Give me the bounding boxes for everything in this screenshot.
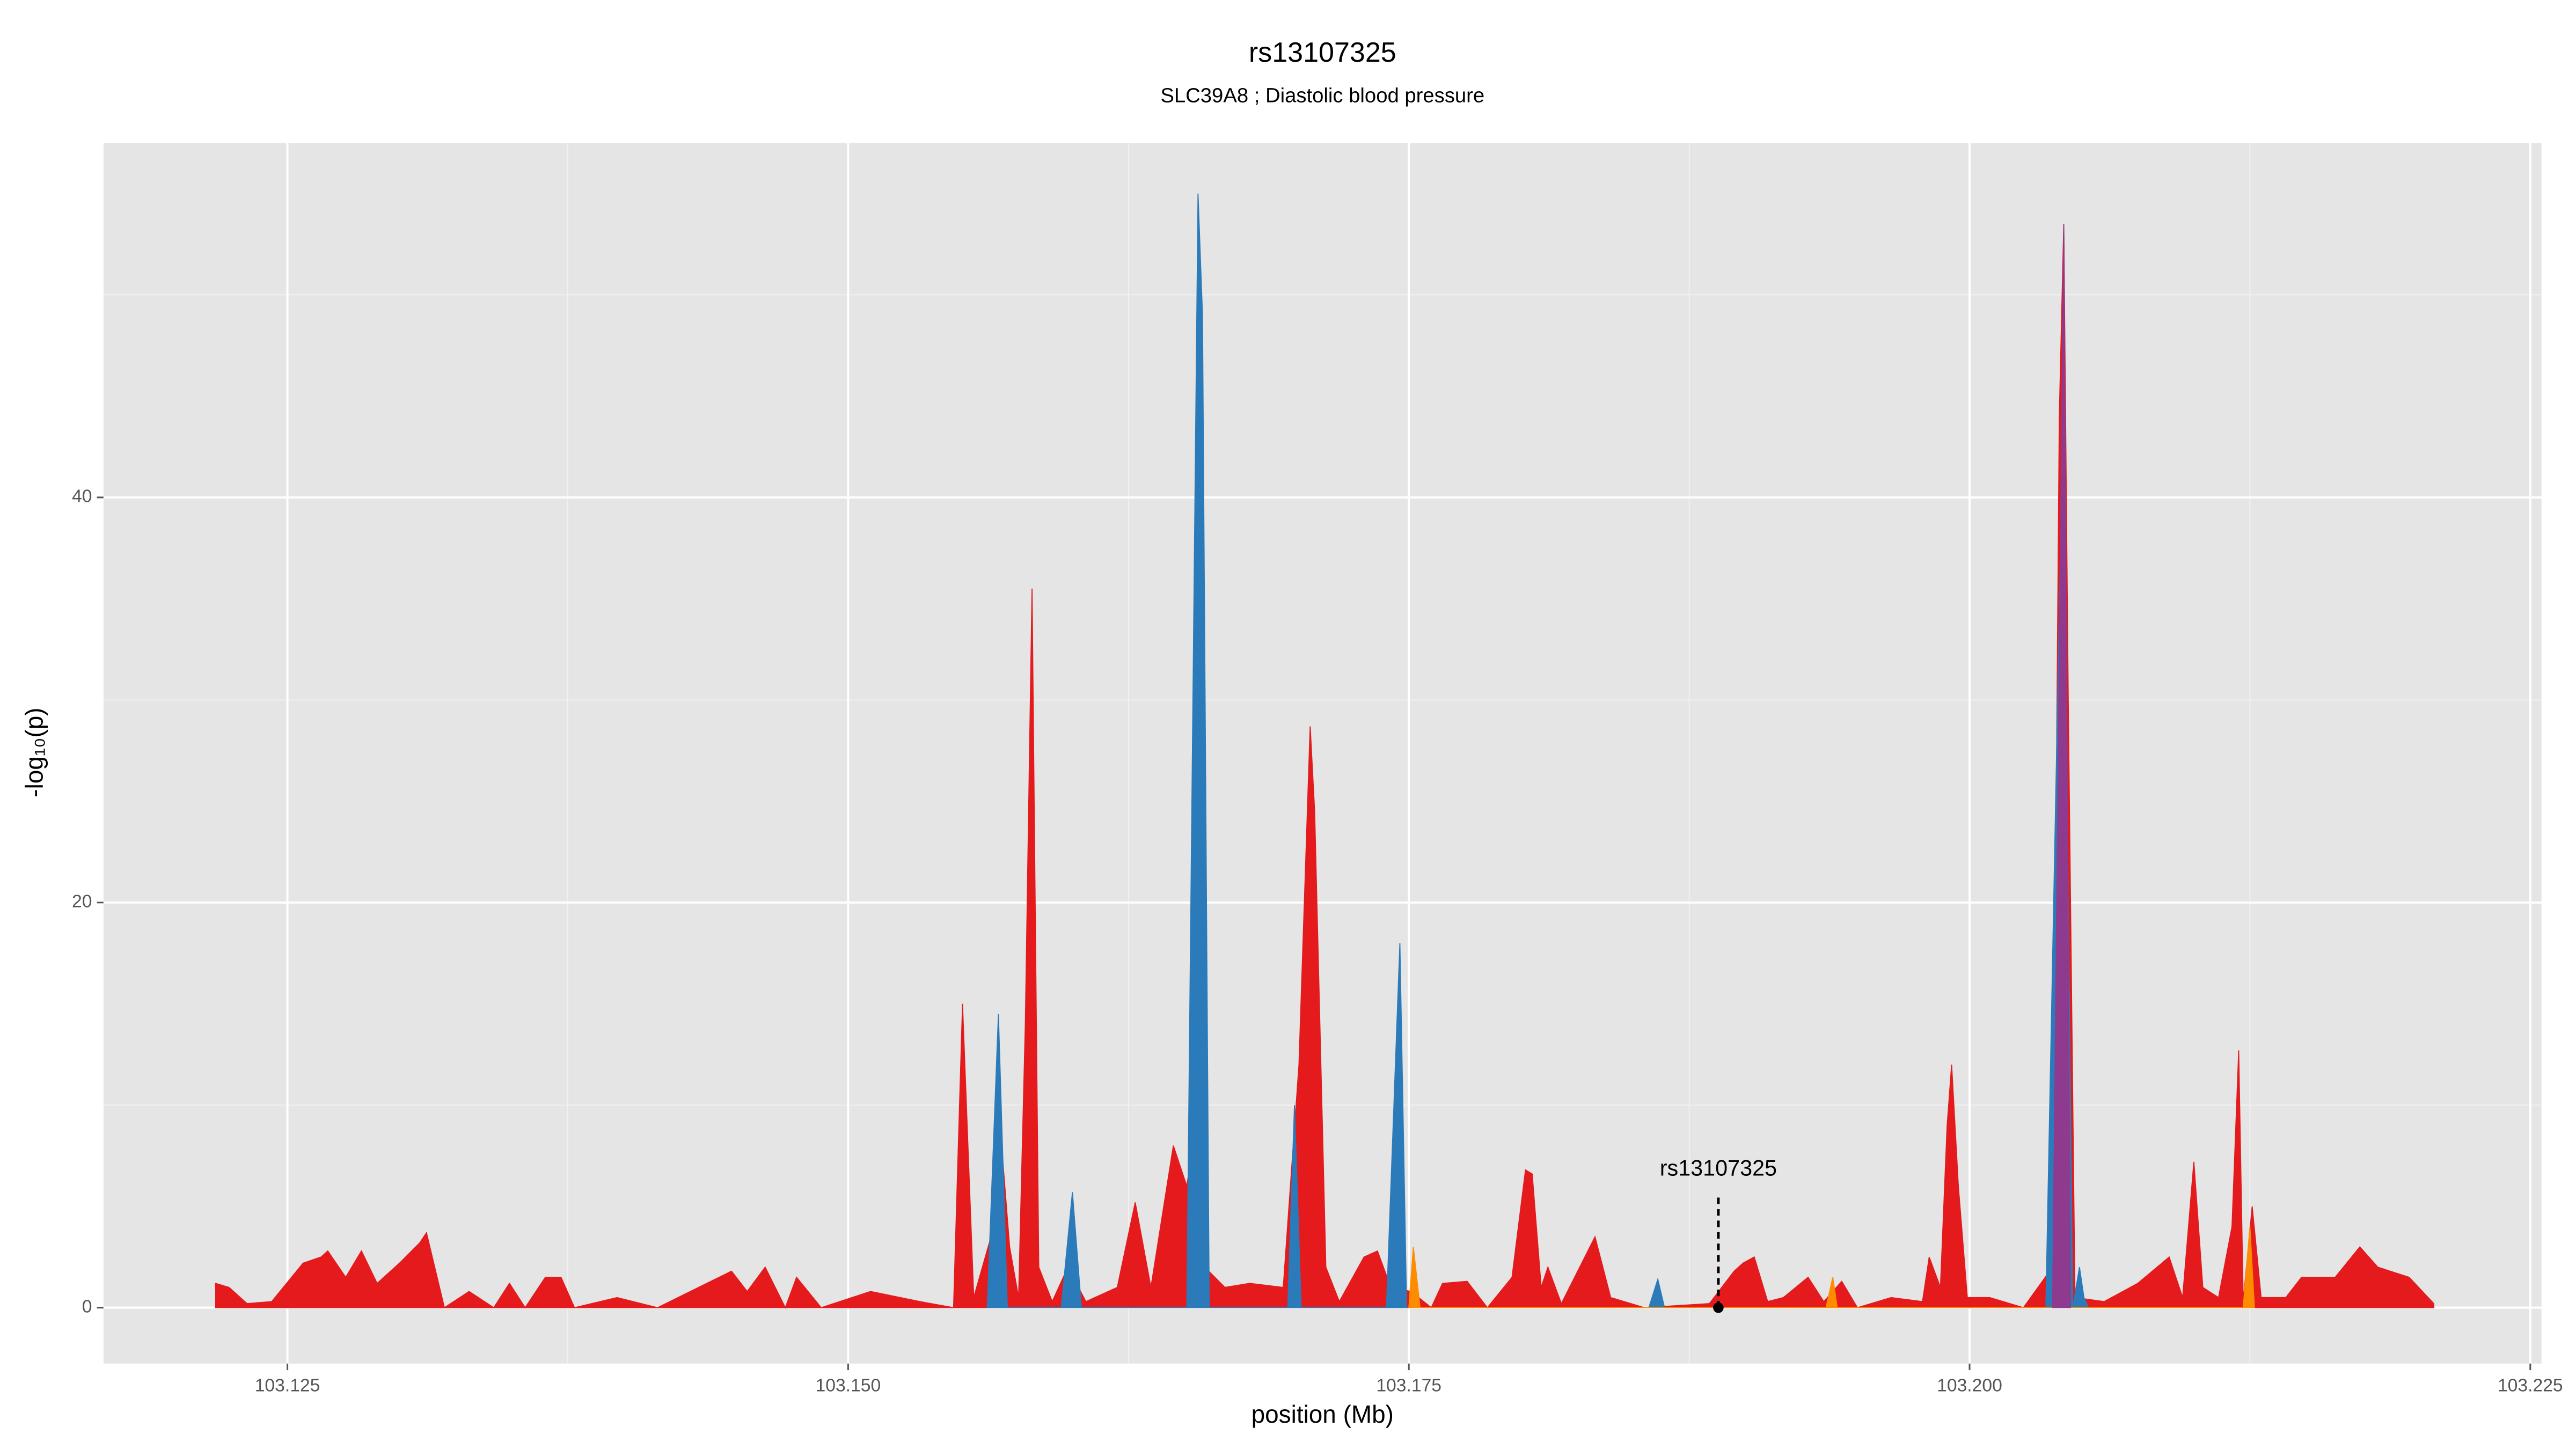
annotation-label: rs13107325 (1660, 1155, 1777, 1180)
x-axis-label: position (Mb) (1252, 1400, 1394, 1428)
area (215, 224, 2435, 1309)
x-tick-label: 103.225 (2498, 1376, 2563, 1396)
chart-subtitle: SLC39A8 ; Diastolic blood pressure (1160, 84, 1484, 107)
area (1408, 1226, 2255, 1308)
y-tick-label: 40 (72, 487, 92, 507)
x-tick-label: 103.150 (816, 1376, 881, 1396)
x-tick-label: 103.200 (1937, 1376, 2002, 1396)
chart-title: rs13107325 (1249, 37, 1396, 68)
y-axis-label: -log₁₀(p) (20, 707, 48, 797)
area (986, 193, 2089, 1308)
area (2052, 224, 2071, 1308)
y-tick-label: 20 (72, 892, 92, 912)
x-tick-label: 103.125 (255, 1376, 320, 1396)
y-tick-label: 0 (82, 1297, 92, 1317)
annotation-point (1713, 1302, 1724, 1313)
x-tick-label: 103.175 (1376, 1376, 1441, 1396)
